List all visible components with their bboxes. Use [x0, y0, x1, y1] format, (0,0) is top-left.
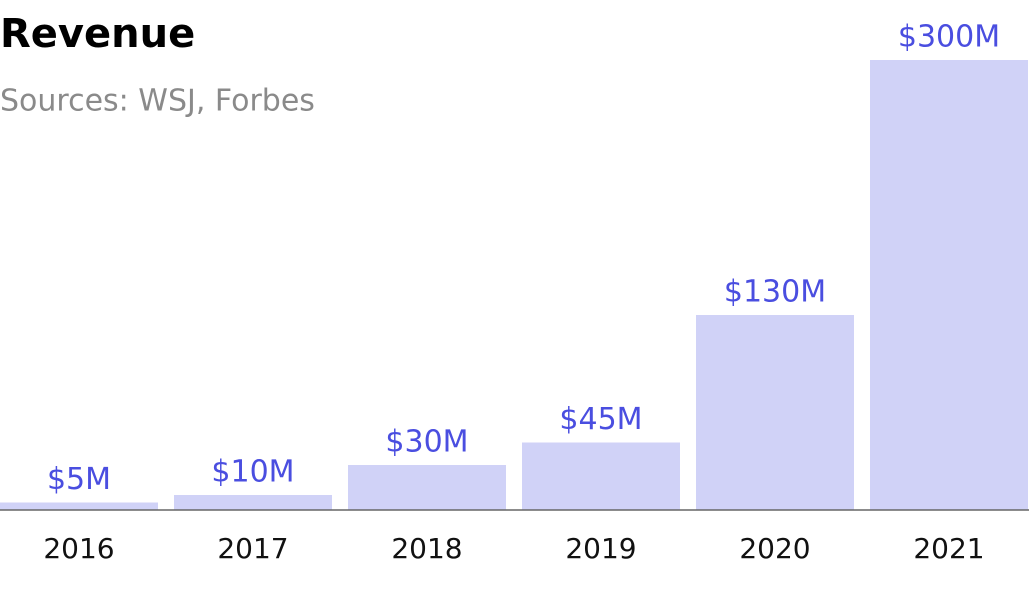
value-label: $5M	[47, 462, 111, 497]
bar	[696, 315, 854, 510]
bar	[348, 465, 506, 510]
bar	[522, 442, 680, 510]
bar	[870, 60, 1028, 510]
bar	[174, 495, 332, 510]
chart-subtitle: Sources: WSJ, Forbes	[0, 84, 315, 119]
x-tick-label: 2016	[43, 532, 114, 565]
x-tick-label: 2020	[739, 532, 810, 565]
value-label: $130M	[724, 275, 826, 310]
value-label: $45M	[559, 402, 642, 437]
x-tick-label: 2018	[391, 532, 462, 565]
bar	[0, 502, 158, 510]
value-label: $10M	[211, 455, 294, 490]
value-label: $300M	[898, 20, 1000, 55]
x-tick-label: 2017	[217, 532, 288, 565]
x-tick-label: 2021	[913, 532, 984, 565]
x-tick-label: 2019	[565, 532, 636, 565]
value-label: $30M	[385, 425, 468, 460]
chart-title: Revenue	[0, 11, 195, 57]
